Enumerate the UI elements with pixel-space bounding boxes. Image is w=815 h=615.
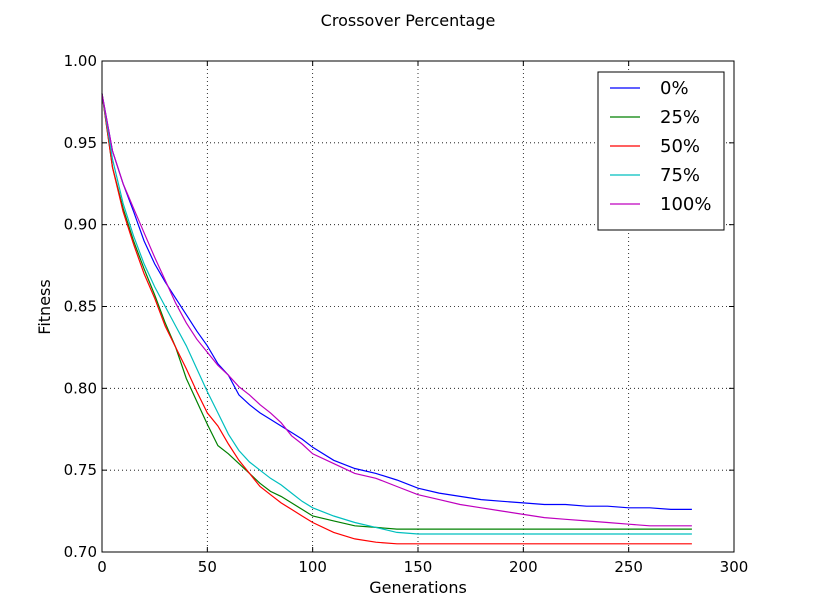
x-tick-label: 100 xyxy=(298,558,327,576)
y-tick-label: 0.95 xyxy=(64,134,97,152)
x-tick-label: 0 xyxy=(97,558,107,576)
x-tick-label: 250 xyxy=(614,558,643,576)
y-tick-label: 0.90 xyxy=(64,216,97,234)
grid xyxy=(102,61,734,552)
series-line-4 xyxy=(101,93,692,527)
y-tick-label: 0.75 xyxy=(64,461,97,479)
x-tick-label: 150 xyxy=(404,558,433,576)
legend-label-1: 25% xyxy=(660,107,700,128)
axes: 0 50 100 150 200 250 300 0.70 0.75 0.80 0.85 0.90 0.… xyxy=(64,52,749,576)
x-axis-label: Generations xyxy=(369,578,467,597)
legend-label-0: 0% xyxy=(660,78,689,99)
legend-label-4: 100% xyxy=(660,194,711,215)
series-line-2 xyxy=(101,93,692,545)
y-tick-label: 0.70 xyxy=(64,543,97,561)
legend-label-3: 75% xyxy=(660,165,700,186)
y-tick-label: 1.00 xyxy=(64,52,97,70)
series-line-1 xyxy=(101,93,692,530)
x-tick-label: 200 xyxy=(509,558,538,576)
chart-title: Crossover Percentage xyxy=(321,11,496,30)
x-tick-label: 300 xyxy=(720,558,749,576)
y-tick-label: 0.80 xyxy=(64,379,97,397)
legend: 0% 25% 50% 75% 100% xyxy=(597,71,725,231)
x-tick-label: 50 xyxy=(198,558,217,576)
y-tick-label: 0.85 xyxy=(64,298,97,316)
y-axis-label: Fitness xyxy=(35,279,54,334)
series-lines xyxy=(101,93,692,545)
series-line-3 xyxy=(101,93,692,535)
legend-label-2: 50% xyxy=(660,136,700,157)
